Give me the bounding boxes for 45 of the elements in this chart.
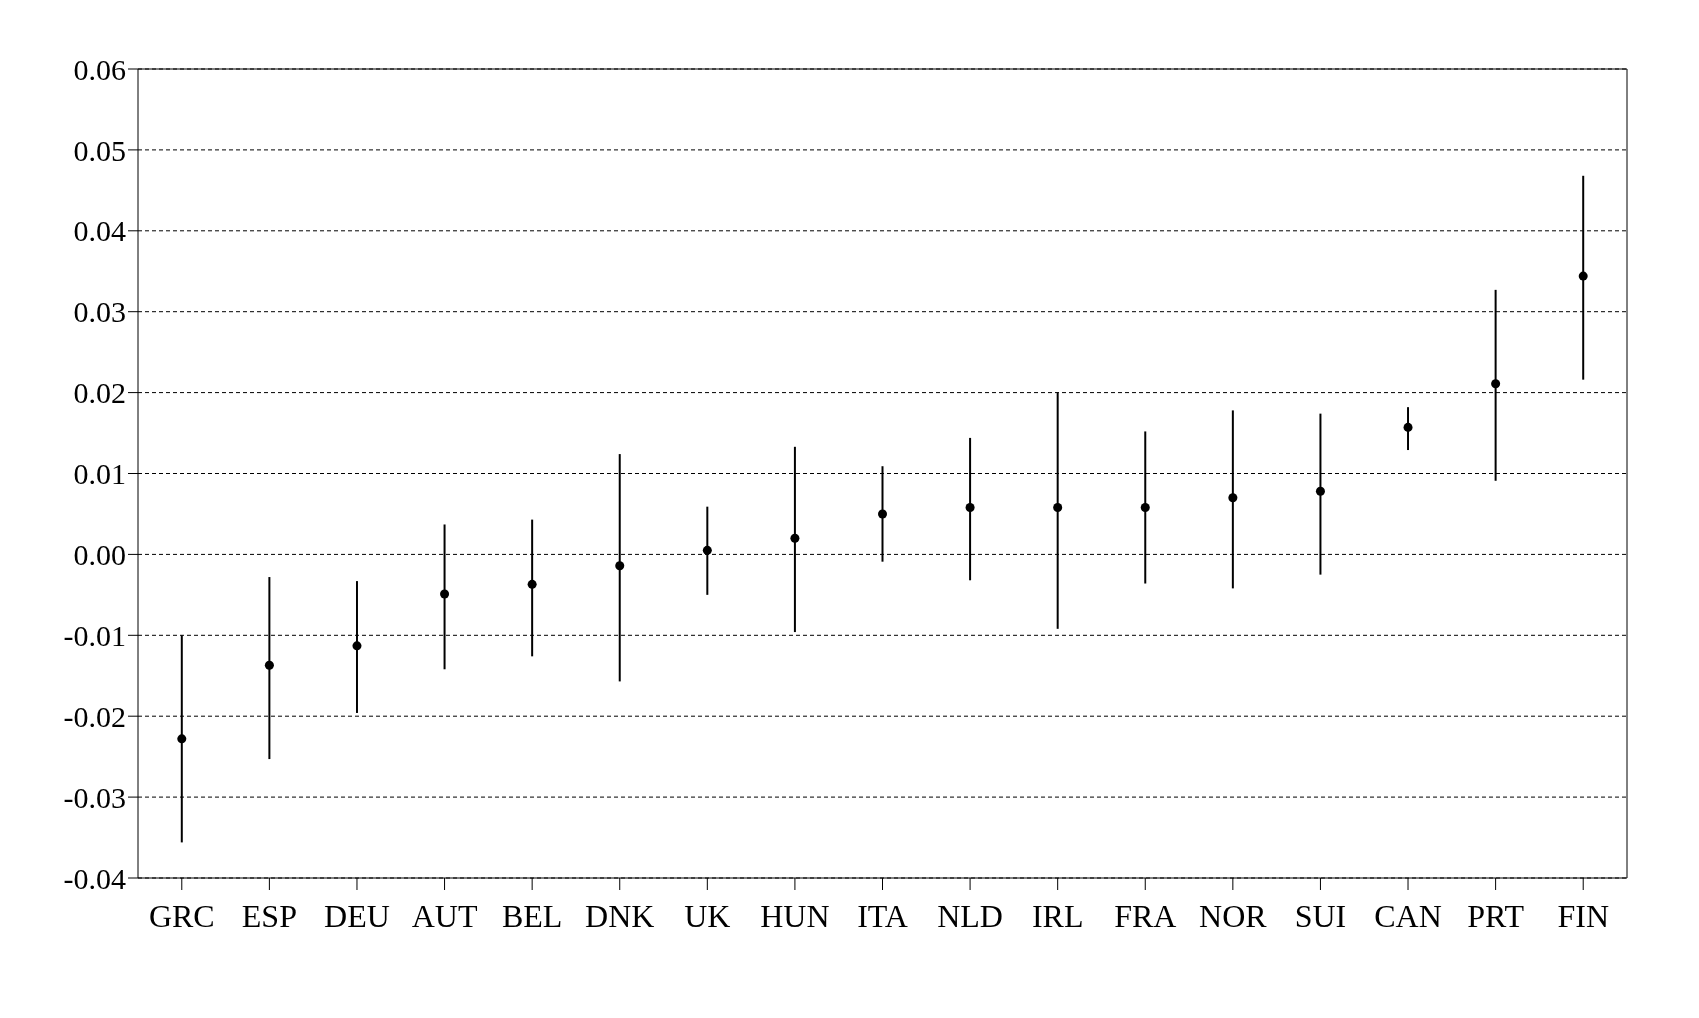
x-tick-label: ESP xyxy=(241,897,297,934)
x-tick-label: AUT xyxy=(411,897,478,934)
point xyxy=(702,545,712,555)
x-tick-label: PRT xyxy=(1467,897,1525,934)
point xyxy=(177,734,187,744)
x-tick-label: DEU xyxy=(324,897,390,934)
point xyxy=(1491,379,1501,389)
y-tick-label: -0.02 xyxy=(63,699,126,733)
point xyxy=(1228,493,1238,503)
x-tick-label: UK xyxy=(684,897,731,934)
y-tick-label: -0.01 xyxy=(63,618,126,652)
y-tick-label: -0.03 xyxy=(63,780,126,814)
point xyxy=(1403,422,1413,432)
point xyxy=(1578,271,1588,281)
y-tick-label: 0.02 xyxy=(73,376,126,410)
x-tick-label: DNK xyxy=(585,897,655,934)
y-tick-label: 0.04 xyxy=(73,214,126,248)
point xyxy=(352,641,362,651)
point xyxy=(527,579,537,589)
x-tick-label: HUN xyxy=(760,897,830,934)
point xyxy=(877,509,888,519)
point xyxy=(264,660,274,670)
x-tick-label: IRL xyxy=(1031,897,1084,934)
x-tick-label: ITA xyxy=(857,897,908,934)
x-tick-label: GRC xyxy=(148,897,215,934)
y-tick-label: 0.06 xyxy=(73,52,126,86)
x-tick-label: NOR xyxy=(1199,897,1268,934)
point xyxy=(1053,502,1063,512)
point xyxy=(790,533,800,543)
x-tick-label: FIN xyxy=(1557,897,1609,934)
y-tick-label: 0.01 xyxy=(73,457,126,491)
point xyxy=(965,502,975,512)
y-tick-label: 0.05 xyxy=(73,133,126,167)
x-tick-label: FRA xyxy=(1114,897,1177,934)
point xyxy=(615,561,625,571)
point xyxy=(440,589,450,599)
point xyxy=(1315,486,1325,496)
x-tick-label: CAN xyxy=(1374,897,1442,934)
y-tick-label: -0.04 xyxy=(63,861,126,895)
y-tick-label: 0.00 xyxy=(73,538,126,572)
x-tick-label: SUI xyxy=(1294,897,1347,934)
point xyxy=(1140,502,1150,512)
x-tick-label: NLD xyxy=(937,897,1003,934)
x-tick-label: BEL xyxy=(501,897,563,934)
y-tick-label: 0.03 xyxy=(73,295,126,329)
